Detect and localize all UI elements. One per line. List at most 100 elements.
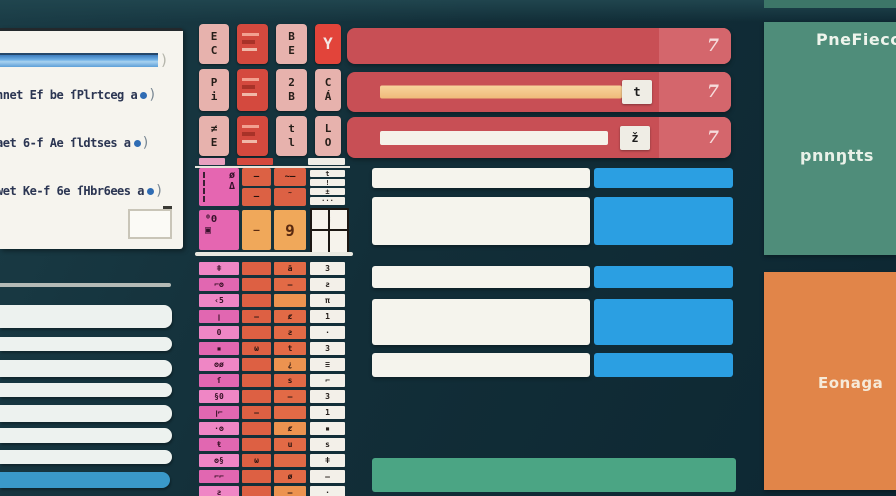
slider-track[interactable] bbox=[380, 85, 622, 99]
list-row-action[interactable] bbox=[594, 197, 733, 245]
table-cell-orange[interactable]: ˜ bbox=[274, 188, 306, 206]
table-cell-orange[interactable]: ω bbox=[242, 454, 271, 467]
table-cell-orange[interactable] bbox=[242, 294, 271, 307]
slider-row[interactable]: t 7 bbox=[347, 72, 731, 112]
list-row-action[interactable] bbox=[594, 353, 733, 377]
list-bar[interactable] bbox=[0, 405, 172, 422]
table-cell-orange[interactable]: — bbox=[274, 486, 306, 496]
table-cell-white[interactable]: ǂ bbox=[310, 454, 345, 467]
table-cell-orange[interactable]: t bbox=[274, 342, 306, 355]
table-cell-orange[interactable]: — bbox=[274, 390, 306, 403]
table-cell-pink[interactable]: ʘ§ bbox=[199, 454, 239, 467]
table-cell-white[interactable]: ≡ bbox=[310, 358, 345, 371]
table-cell-pink[interactable]: ø Δ bbox=[199, 168, 239, 206]
list-row-field[interactable] bbox=[372, 168, 590, 188]
key-button[interactable]: ≠ E bbox=[199, 116, 229, 156]
table-cell-orange[interactable]: — bbox=[242, 188, 271, 206]
key-button[interactable] bbox=[237, 24, 268, 64]
table-cell-pink[interactable]: ʘø bbox=[199, 358, 239, 371]
table-cell-orange[interactable] bbox=[242, 358, 271, 371]
table-cell-light-orange[interactable]: 9 bbox=[274, 210, 306, 250]
key-button[interactable]: t l bbox=[276, 116, 307, 156]
table-cell-pink[interactable]: ⌐ʘ bbox=[199, 278, 239, 291]
table-cell-pink[interactable]: ƨ bbox=[199, 486, 239, 496]
table-cell-white-grid[interactable]: ⁞ bbox=[310, 208, 349, 231]
list-row-field[interactable] bbox=[372, 353, 590, 377]
list-bar[interactable] bbox=[0, 450, 172, 464]
checkbox[interactable] bbox=[128, 206, 172, 239]
key-button[interactable]: L O bbox=[315, 116, 341, 156]
table-cell-orange[interactable] bbox=[242, 438, 271, 451]
list-row-field[interactable] bbox=[372, 197, 590, 245]
table-cell-light-orange[interactable]: — bbox=[242, 210, 271, 250]
table-cell-pink[interactable]: ⁰Θ ▣ bbox=[199, 210, 239, 250]
table-cell-orange[interactable]: ~— bbox=[274, 168, 306, 186]
table-cell-white[interactable]: π bbox=[310, 294, 345, 307]
table-cell-white[interactable]: — bbox=[310, 470, 345, 483]
table-cell-orange[interactable] bbox=[242, 422, 271, 435]
table-cell-orange[interactable] bbox=[242, 326, 271, 339]
list-row-action[interactable] bbox=[594, 266, 733, 288]
key-button[interactable]: C Á bbox=[315, 69, 341, 111]
table-cell-orange[interactable] bbox=[242, 470, 271, 483]
table-cell-orange[interactable]: ã bbox=[274, 262, 306, 275]
table-cell-white[interactable]: 1 bbox=[310, 310, 345, 323]
progress-bar[interactable] bbox=[0, 53, 158, 67]
list-row-action[interactable] bbox=[594, 299, 733, 345]
table-cell-orange[interactable] bbox=[242, 390, 271, 403]
table-cell-orange[interactable] bbox=[242, 486, 271, 496]
table-cell-pink[interactable]: ŧ bbox=[199, 438, 239, 451]
table-cell-orange[interactable] bbox=[274, 454, 306, 467]
table-cell-white[interactable]: 1 bbox=[310, 406, 345, 419]
key-button[interactable]: B E bbox=[276, 24, 307, 64]
table-cell-orange[interactable]: ȼ bbox=[274, 422, 306, 435]
table-cell-orange[interactable]: u bbox=[274, 438, 306, 451]
table-cell-white[interactable]: ⌐ bbox=[310, 374, 345, 387]
list-row-field[interactable] bbox=[372, 266, 590, 288]
table-cell-white[interactable]: 3 bbox=[310, 390, 345, 403]
table-cell-orange[interactable]: — bbox=[274, 278, 306, 291]
slider-handle[interactable]: ž bbox=[620, 125, 650, 150]
table-cell-white-grid[interactable] bbox=[310, 229, 349, 254]
table-cell-orange[interactable]: s bbox=[274, 374, 306, 387]
teal-card[interactable]: PneFiecc pnnŋtts bbox=[764, 22, 896, 255]
key-button[interactable]: Y bbox=[315, 24, 341, 64]
table-cell-orange[interactable]: — bbox=[242, 168, 271, 186]
table-cell-pink[interactable]: ·ʘ bbox=[199, 422, 239, 435]
table-cell-pink[interactable]: §0 bbox=[199, 390, 239, 403]
list-row-action[interactable] bbox=[594, 168, 733, 188]
key-button[interactable]: 2 B bbox=[276, 69, 307, 111]
table-cell-orange[interactable] bbox=[242, 278, 271, 291]
table-cell-white[interactable]: ! bbox=[310, 179, 345, 187]
table-cell-white[interactable]: · bbox=[310, 486, 345, 496]
table-cell-pink[interactable]: ▪ bbox=[199, 342, 239, 355]
table-cell-orange[interactable]: ω bbox=[242, 342, 271, 355]
table-cell-orange[interactable]: ø bbox=[274, 470, 306, 483]
table-cell-orange[interactable] bbox=[242, 374, 271, 387]
list-bar-selected[interactable] bbox=[0, 472, 170, 488]
table-cell-pink[interactable]: ꞁ⌐ bbox=[199, 406, 239, 419]
table-cell-white[interactable]: s bbox=[310, 438, 345, 451]
list-bar[interactable] bbox=[0, 383, 172, 397]
slider-handle[interactable]: t bbox=[622, 80, 652, 104]
key-button[interactable]: E C bbox=[199, 24, 229, 64]
list-bar[interactable] bbox=[0, 360, 172, 377]
table-cell-orange[interactable] bbox=[274, 406, 306, 419]
table-cell-orange[interactable]: — bbox=[242, 406, 271, 419]
table-cell-white[interactable]: ± bbox=[310, 188, 345, 196]
table-cell-orange[interactable]: ƨ bbox=[274, 326, 306, 339]
orange-card[interactable]: Eonaga bbox=[764, 272, 896, 490]
table-cell-pink[interactable]: ſ bbox=[199, 374, 239, 387]
table-cell-orange[interactable]: — bbox=[242, 310, 271, 323]
list-bar[interactable] bbox=[0, 305, 172, 328]
table-cell-pink[interactable]: ‹5 bbox=[199, 294, 239, 307]
key-button[interactable] bbox=[237, 69, 268, 111]
list-bar[interactable] bbox=[0, 428, 172, 443]
table-cell-white[interactable]: ƨ bbox=[310, 278, 345, 291]
table-cell-orange[interactable] bbox=[274, 294, 306, 307]
table-cell-white[interactable]: · bbox=[310, 326, 345, 339]
key-button[interactable]: P i bbox=[199, 69, 229, 111]
table-cell-pink[interactable]: 0 bbox=[199, 326, 239, 339]
slider-row[interactable]: ž 7 bbox=[347, 117, 731, 158]
slider-track[interactable] bbox=[380, 130, 608, 145]
